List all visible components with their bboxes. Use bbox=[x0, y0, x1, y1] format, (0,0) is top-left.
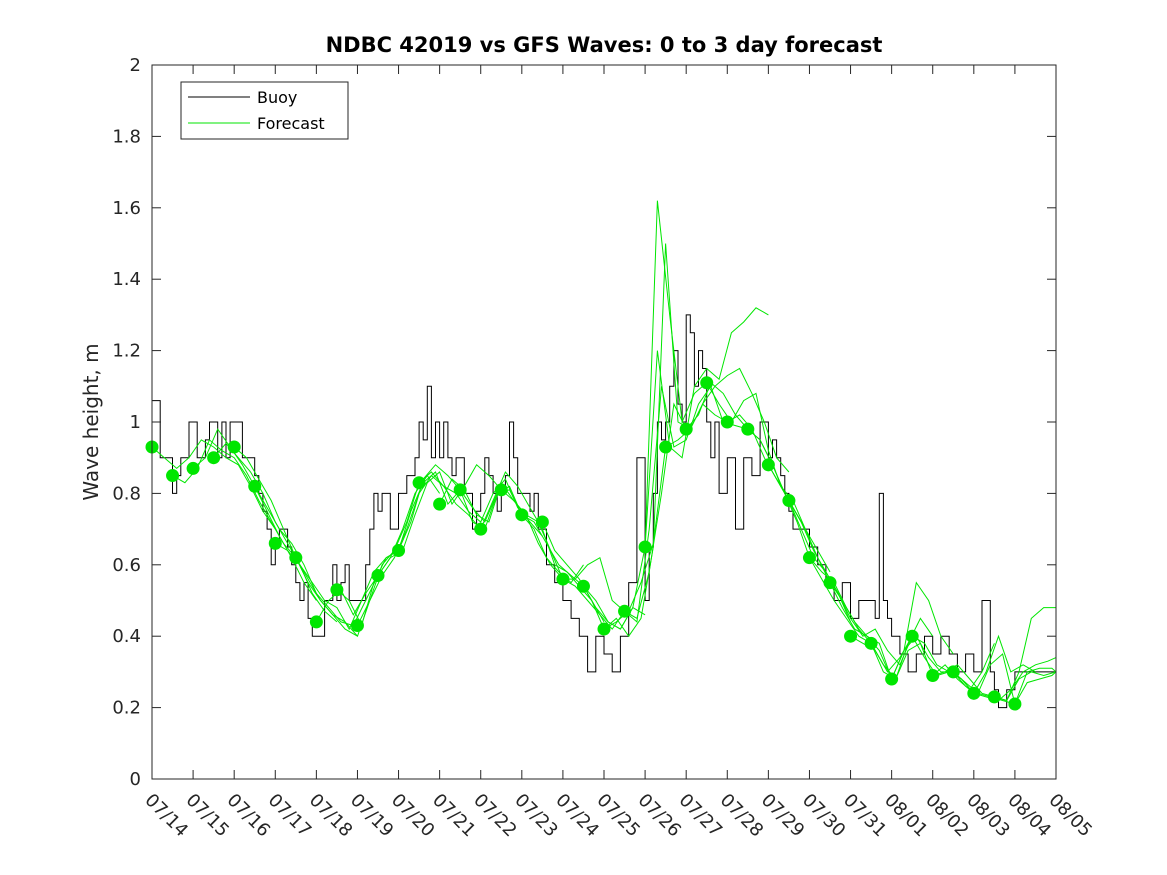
forecast-analysis-marker bbox=[1008, 697, 1022, 711]
forecast-analysis-marker bbox=[392, 544, 406, 558]
buoy-line bbox=[152, 314, 1056, 709]
forecast-analysis-marker bbox=[166, 469, 180, 483]
legend: Buoy Forecast bbox=[180, 81, 349, 140]
forecast-analysis-marker bbox=[309, 615, 323, 629]
y-tick-label: 0 bbox=[130, 769, 141, 790]
forecast-analysis-marker bbox=[844, 629, 858, 643]
forecast-analysis-marker bbox=[802, 551, 816, 565]
forecast-line bbox=[644, 307, 769, 548]
forecast-line bbox=[295, 482, 420, 638]
legend-box bbox=[180, 81, 349, 140]
plot-area bbox=[152, 65, 1056, 779]
forecast-analysis-marker bbox=[659, 440, 673, 454]
y-axis: 0 0.2 0.4 0.6 0.8 1 1.2 1.4 1.6 1.8 2 bbox=[112, 55, 1056, 790]
legend-label-buoy: Buoy bbox=[257, 88, 297, 107]
forecast-analysis-marker bbox=[885, 672, 899, 686]
forecast-analysis-marker bbox=[268, 536, 282, 550]
forecast-analysis-marker bbox=[926, 668, 940, 682]
forecast-line bbox=[151, 439, 276, 530]
forecast-analysis-marker bbox=[289, 551, 303, 565]
forecast-analysis-marker bbox=[782, 494, 796, 508]
forecast-analysis-marker bbox=[556, 572, 570, 586]
forecast-analysis-marker bbox=[823, 576, 837, 590]
forecast-analysis-marker bbox=[905, 629, 919, 643]
forecast-line bbox=[603, 243, 728, 638]
forecast-analysis-marker bbox=[494, 483, 508, 497]
y-tick-label: 0.8 bbox=[112, 483, 141, 504]
forecast-analysis-marker bbox=[946, 665, 960, 679]
forecast-analysis-marker bbox=[535, 515, 549, 529]
forecast-line bbox=[994, 671, 1057, 702]
forecast-line bbox=[788, 500, 913, 666]
y-tick-label: 1.2 bbox=[112, 341, 141, 362]
forecast-analysis-marker bbox=[453, 483, 467, 497]
y-axis-label: Wave height, m bbox=[79, 343, 103, 500]
marker-layer bbox=[145, 376, 1022, 711]
y-tick-label: 0.2 bbox=[112, 698, 141, 719]
forecast-analysis-marker bbox=[350, 618, 364, 632]
forecast-analysis-marker bbox=[412, 476, 426, 490]
forecast-analysis-marker bbox=[679, 422, 693, 436]
forecast-analysis-marker bbox=[186, 461, 200, 475]
forecast-analysis-marker bbox=[207, 451, 221, 465]
legend-label-forecast: Forecast bbox=[257, 114, 325, 133]
y-tick-label: 0.4 bbox=[112, 626, 141, 647]
forecast-analysis-marker bbox=[864, 636, 878, 650]
forecast-analysis-marker bbox=[761, 458, 775, 472]
forecast-analysis-marker bbox=[720, 415, 734, 429]
forecast-analysis-marker bbox=[330, 583, 344, 597]
y-tick-label: 0.6 bbox=[112, 555, 141, 576]
forecast-analysis-marker bbox=[515, 508, 529, 522]
chart-title: NDBC 42019 vs GFS Waves: 0 to 3 day fore… bbox=[326, 33, 883, 57]
forecast-analysis-marker bbox=[597, 622, 611, 636]
y-tick-label: 1.4 bbox=[112, 269, 141, 290]
forecast-line bbox=[1014, 671, 1057, 705]
buoy-layer bbox=[152, 314, 1056, 709]
forecast-analysis-marker bbox=[987, 690, 1001, 704]
forecast-analysis-marker bbox=[227, 440, 241, 454]
forecast-analysis-marker bbox=[248, 479, 262, 493]
forecast-analysis-marker bbox=[638, 540, 652, 554]
forecast-analysis-marker bbox=[741, 422, 755, 436]
forecast-analysis-marker bbox=[576, 579, 590, 593]
forecast-analysis-marker bbox=[433, 497, 447, 511]
y-tick-label: 1.8 bbox=[112, 126, 141, 147]
forecast-analysis-marker bbox=[967, 686, 981, 700]
y-tick-label: 1 bbox=[130, 412, 141, 433]
y-tick-label: 1.6 bbox=[112, 198, 141, 219]
forecast-analysis-marker bbox=[371, 569, 385, 583]
forecast-analysis-marker bbox=[618, 604, 632, 618]
forecast-analysis-marker bbox=[700, 376, 714, 390]
forecast-analysis-marker bbox=[474, 522, 488, 536]
y-tick-label: 2 bbox=[130, 55, 141, 76]
